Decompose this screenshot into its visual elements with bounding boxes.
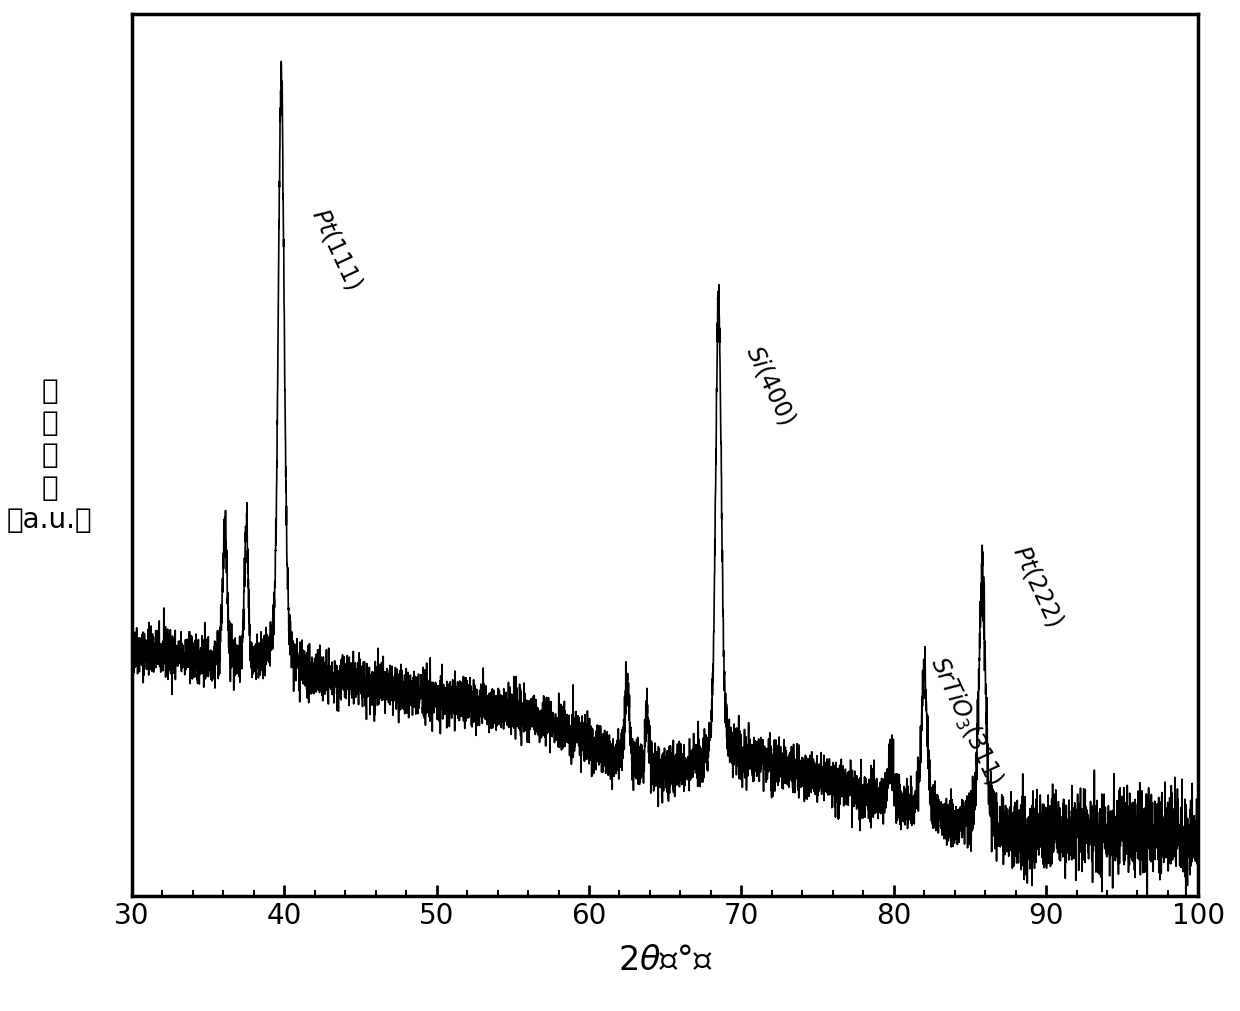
Text: $SrTiO_3(311)$: $SrTiO_3(311)$ — [924, 652, 1008, 790]
X-axis label: $2\theta$（°）: $2\theta$（°） — [618, 943, 713, 976]
Text: $Si(400)$: $Si(400)$ — [742, 341, 801, 429]
Text: $Pt(222)$: $Pt(222)$ — [1008, 541, 1069, 631]
Text: $Pt(111)$: $Pt(111)$ — [308, 204, 367, 294]
Text: 相
对
强
度
（a.u.）: 相 对 强 度 （a.u.） — [6, 376, 93, 534]
